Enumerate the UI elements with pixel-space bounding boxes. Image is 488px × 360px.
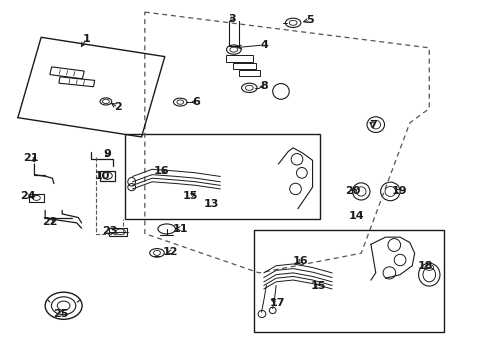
Text: 3: 3 (228, 14, 236, 23)
Text: 14: 14 (348, 211, 364, 221)
Text: 2: 2 (114, 103, 122, 112)
Text: 15: 15 (310, 282, 325, 292)
Text: 13: 13 (203, 199, 219, 209)
Bar (59, 77, 95, 87)
Text: 21: 21 (23, 153, 38, 163)
Bar (125, 134, 319, 219)
Text: 23: 23 (102, 226, 117, 236)
Bar (29, 194, 43, 202)
Bar (50, 67, 84, 79)
Text: 5: 5 (305, 15, 313, 25)
Bar (226, 55, 252, 62)
Text: 20: 20 (345, 186, 360, 197)
Bar (254, 230, 443, 332)
Text: 8: 8 (260, 81, 267, 91)
Text: 6: 6 (192, 97, 200, 107)
Text: 16: 16 (154, 166, 169, 176)
Text: 22: 22 (42, 217, 58, 227)
Text: 15: 15 (182, 191, 197, 201)
Text: 4: 4 (260, 40, 267, 50)
Text: 19: 19 (390, 186, 406, 197)
Bar (239, 70, 259, 76)
Text: 9: 9 (103, 149, 111, 159)
Text: 7: 7 (369, 120, 376, 130)
Bar (109, 228, 127, 236)
Bar (100, 171, 115, 181)
Text: 25: 25 (53, 309, 68, 319)
Text: 24: 24 (20, 191, 36, 201)
Text: 10: 10 (94, 171, 109, 181)
Bar (232, 63, 256, 68)
Text: 17: 17 (269, 297, 285, 307)
Text: 12: 12 (163, 247, 178, 257)
Text: 16: 16 (292, 256, 307, 266)
Text: 1: 1 (82, 34, 90, 44)
Text: 18: 18 (417, 261, 433, 271)
Text: 11: 11 (172, 224, 188, 234)
